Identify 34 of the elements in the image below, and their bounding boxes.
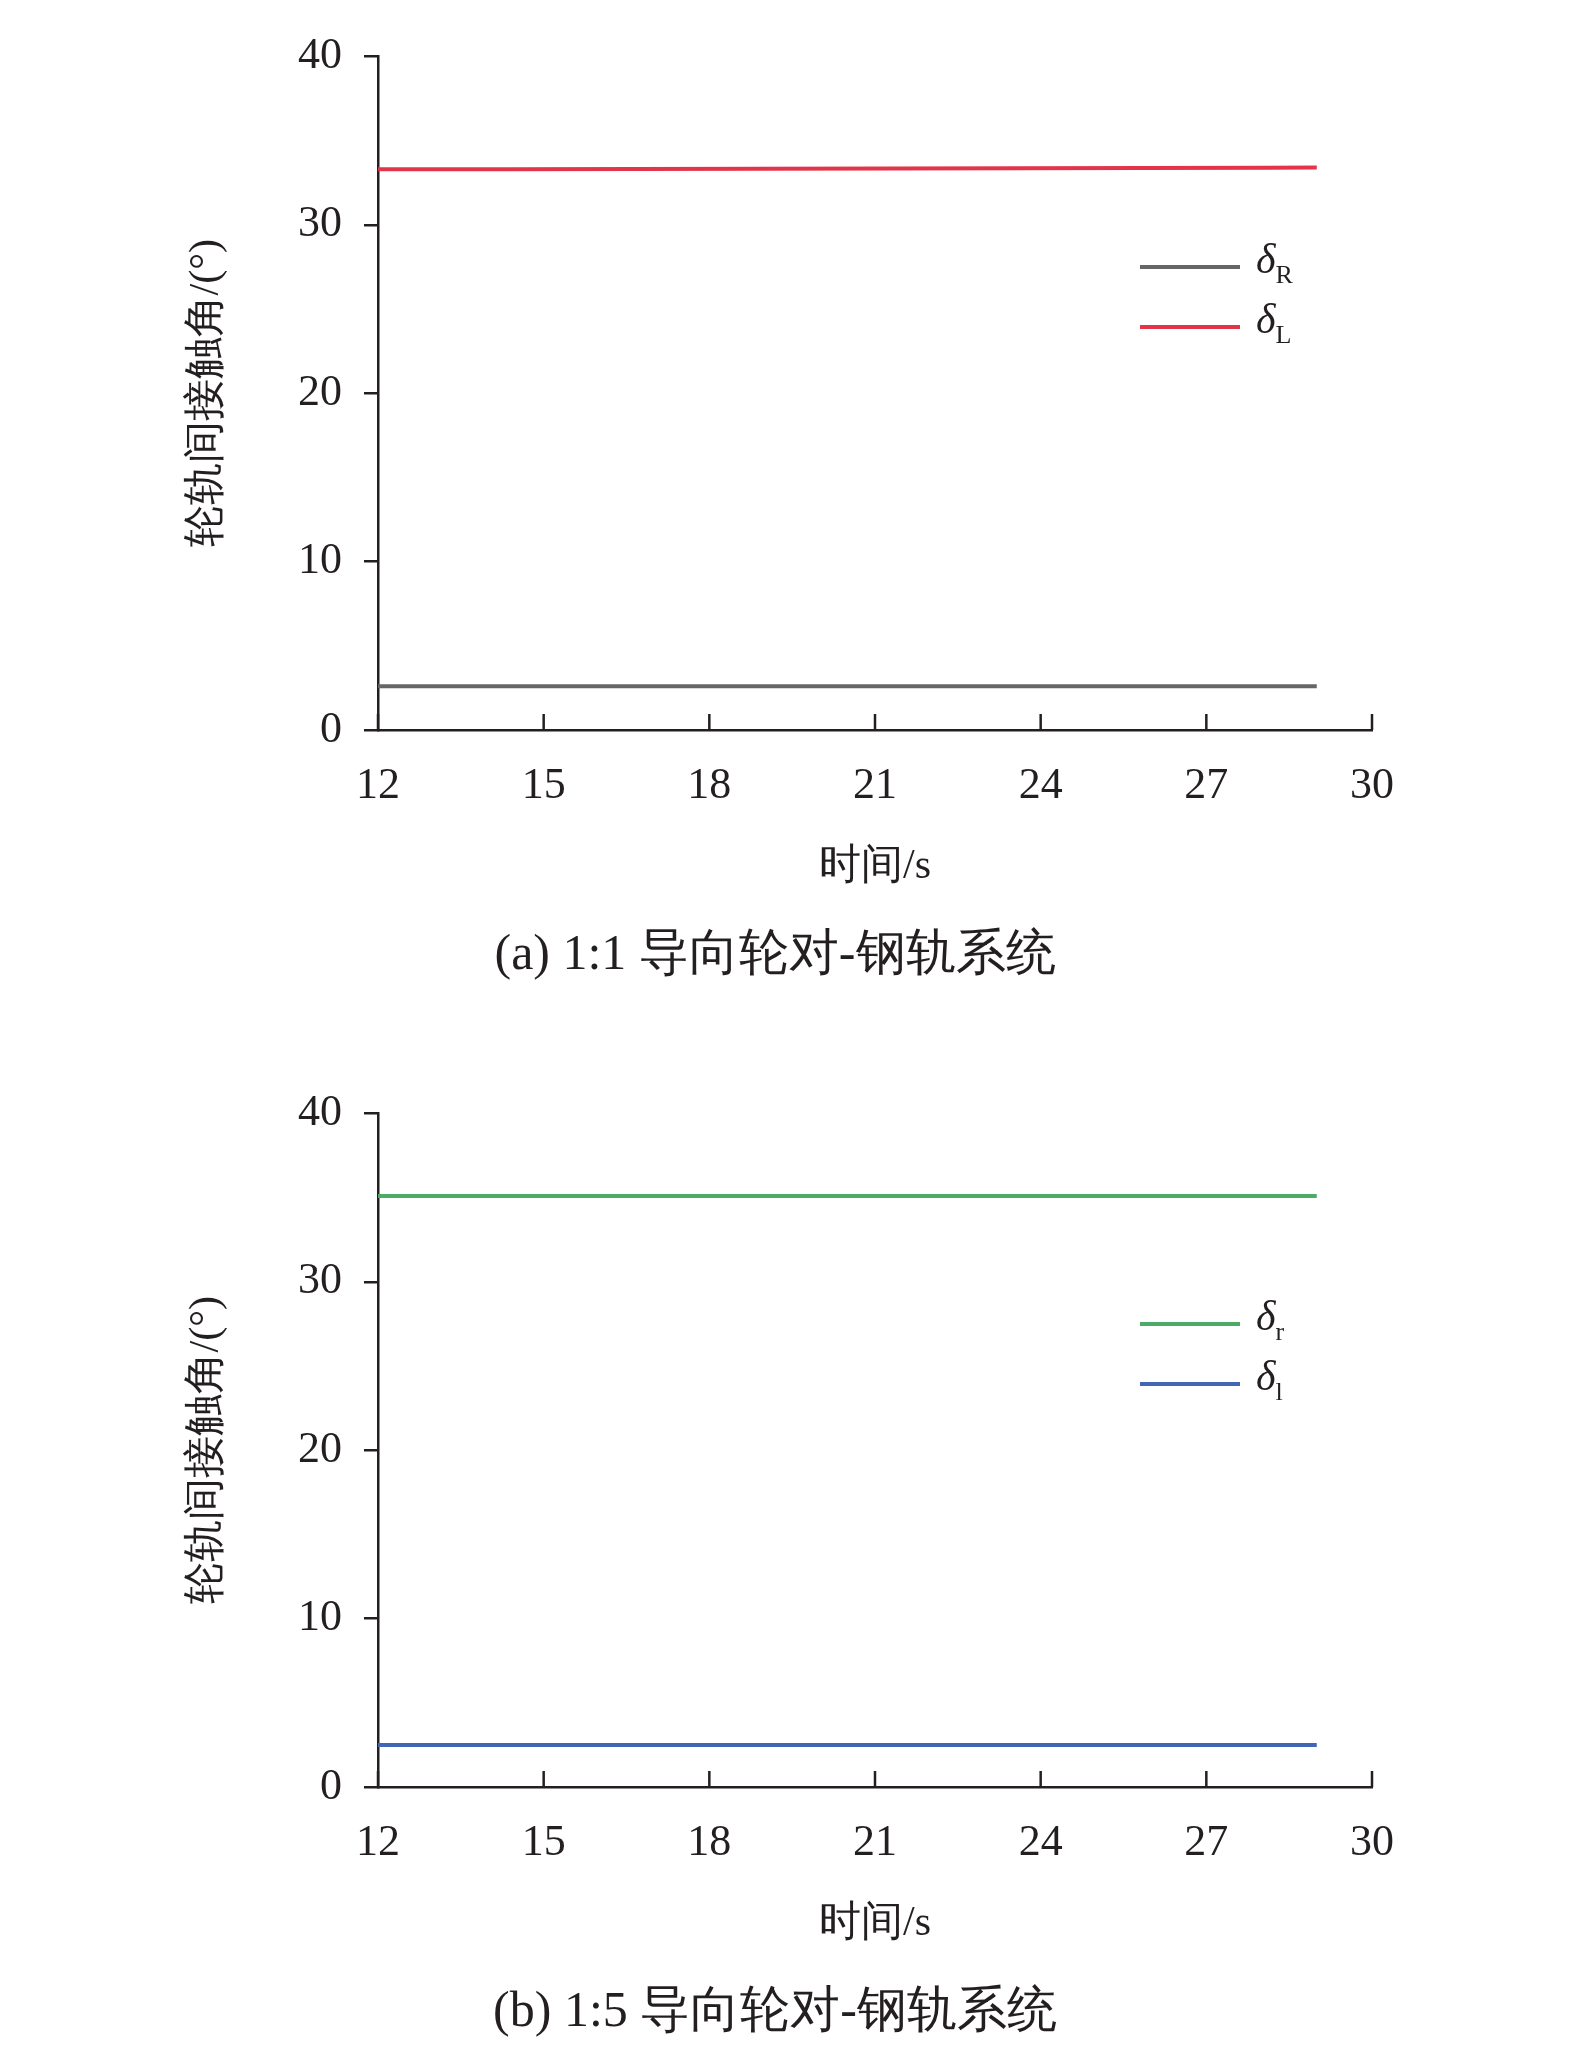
y-axis-title: 轮轨间接触角/(°) [181,1295,229,1605]
x-tick-label: 12 [356,1815,400,1865]
x-tick-label: 27 [1184,1815,1229,1865]
text: (a) 1:1 导向轮对-钢轨系统 [494,924,1056,981]
x-tick-label: 21 [853,1815,897,1865]
y-tick-label: 30 [298,197,342,247]
x-tick-label: 27 [1184,758,1229,808]
y-tick-label: 10 [298,1591,342,1641]
x-tick-label: 24 [1018,758,1063,808]
y-tick-label: 0 [320,702,342,752]
y-tick-label: 20 [298,365,342,415]
legend-label: δ$_{R}$ [1256,235,1293,290]
x-tick-label: 30 [1350,758,1394,808]
y-tick-label: 30 [298,1254,342,1304]
x-axis-title: 时间/s [818,840,932,887]
x-tick-label: 15 [521,758,566,808]
y-tick-label: 40 [298,28,342,78]
y-tick-label: 40 [298,1085,342,1135]
legend-label: δ$_{L}$ [1256,294,1292,352]
y-tick-label: 10 [298,534,342,584]
x-tick-label: 15 [521,1815,566,1865]
x-tick-label: 18 [687,758,732,808]
text: (b) 1:5 导向轮对-钢轨系统 [493,1981,1057,2038]
legend-label: δ$_{r}$ [1256,1292,1285,1347]
x-tick-label: 18 [687,1815,732,1865]
y-tick-label: 0 [320,1759,342,1809]
x-axis-title: 时间/s [818,1897,932,1944]
x-tick-label: 12 [356,758,400,808]
x-tick-label: 24 [1018,1815,1063,1865]
x-tick-label: 30 [1350,1815,1394,1865]
y-tick-label: 20 [298,1422,342,1472]
y-axis-title: 轮轨间接触角/(°) [181,238,229,548]
legend-label: δ$_{l}$ [1256,1351,1283,1409]
x-tick-label: 21 [853,758,897,808]
